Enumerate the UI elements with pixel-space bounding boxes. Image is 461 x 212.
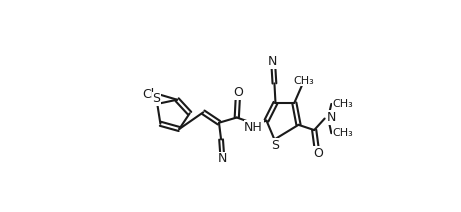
Text: N: N xyxy=(218,152,227,165)
Text: CH₃: CH₃ xyxy=(293,76,313,86)
Text: O: O xyxy=(313,147,323,160)
Text: O: O xyxy=(234,86,243,99)
Text: S: S xyxy=(152,92,160,105)
Text: CH₃: CH₃ xyxy=(332,99,353,109)
Text: N: N xyxy=(268,55,278,68)
Text: N: N xyxy=(327,111,336,124)
Text: CH₃: CH₃ xyxy=(332,128,353,138)
Text: NH: NH xyxy=(244,121,263,134)
Text: S: S xyxy=(271,139,279,152)
Text: Cl: Cl xyxy=(142,88,154,101)
